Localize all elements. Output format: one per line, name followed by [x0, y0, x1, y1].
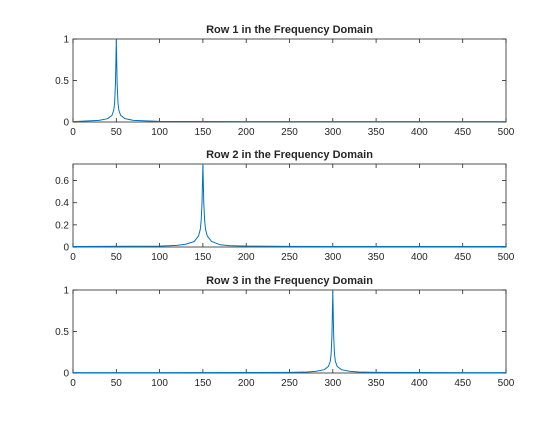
subplot-1-x-tick-label: 0 — [70, 127, 76, 138]
subplot-1-x-tick-label: 500 — [498, 127, 515, 138]
subplot-2-x-tick-label: 250 — [281, 252, 298, 263]
subplot-3-x-tick-label: 150 — [195, 378, 212, 389]
subplot-2-x-tick-label: 50 — [111, 252, 123, 263]
subplot-1-y-tick-label: 0 — [63, 118, 69, 129]
subplot-3: Row 3 in the Frequency Domain 0 50 100 150 20… — [55, 275, 515, 389]
subplot-1-y-tick-label: 1 — [63, 35, 69, 46]
subplot-3-x-tick-label: 300 — [324, 378, 341, 389]
subplot-2-axes-box — [72, 163, 507, 248]
subplot-2-x-tick-label: 350 — [368, 252, 385, 263]
subplot-2: Row 2 in the Frequency Domain 0 50 100 150 20… — [55, 149, 515, 263]
subplot-3-axes-box — [72, 289, 507, 374]
subplot-3-x-tick-label: 250 — [281, 378, 298, 389]
subplot-1-x-tick-label: 100 — [151, 127, 168, 138]
subplot-2-series-line — [72, 163, 506, 247]
subplot-2-x-tick-label: 0 — [70, 252, 76, 263]
subplot-2-x-tick-label: 150 — [195, 252, 212, 263]
subplot-2-x-tick-label: 500 — [498, 252, 515, 263]
subplot-3-y-tick-label: 0.5 — [55, 327, 69, 338]
subplot-2-x-tick-label: 400 — [411, 252, 428, 263]
subplot-3-title: Row 3 in the Frequency Domain — [206, 275, 373, 287]
subplot-1: Row 1 in the Frequency Domain 0 50 100 150 20… — [55, 24, 515, 138]
subplot-3-x-tick-label: 350 — [368, 378, 385, 389]
subplot-1-x-tick-label: 50 — [111, 127, 123, 138]
subplot-3-series-line — [73, 291, 506, 374]
subplot-2-x-tick-label: 200 — [238, 252, 255, 263]
subplot-3-x-tick-label: 400 — [411, 378, 428, 389]
subplot-3-x-tick-label: 100 — [151, 378, 168, 389]
subplot-2-y-tick-label: 0 — [63, 243, 69, 254]
subplot-1-axes-box — [72, 38, 507, 123]
subplot-2-x-tick-label: 450 — [454, 252, 471, 263]
subplot-2-y-tick-label: 0.6 — [55, 176, 69, 187]
subplot-1-x-tick-label: 200 — [238, 127, 255, 138]
subplot-1-title: Row 1 in the Frequency Domain — [206, 24, 373, 36]
subplot-2-x-tick-label: 100 — [151, 252, 168, 263]
subplot-1-x-tick-label: 250 — [281, 127, 298, 138]
subplot-2-title: Row 2 in the Frequency Domain — [206, 149, 373, 161]
subplot-3-x-tick-label: 500 — [498, 378, 515, 389]
subplot-1-x-tick-label: 350 — [368, 127, 385, 138]
subplot-3-x-tick-label: 50 — [111, 378, 123, 389]
subplot-3-x-tick-label: 450 — [454, 378, 471, 389]
subplot-1-y-tick-label: 0.5 — [55, 76, 69, 87]
subplot-1-x-tick-label: 450 — [454, 127, 471, 138]
subplot-1-x-tick-label: 300 — [324, 127, 341, 138]
subplot-3-x-tick-label: 0 — [70, 378, 76, 389]
subplot-3-x-tick-label: 200 — [238, 378, 255, 389]
subplot-1-x-tick-label: 150 — [195, 127, 212, 138]
subplot-1-series-line — [72, 40, 506, 123]
subplot-2-y-tick-label: 0.2 — [55, 220, 69, 231]
subplot-3-y-tick-label: 1 — [63, 286, 69, 297]
subplot-2-y-tick-label: 0.4 — [55, 198, 69, 209]
subplot-2-x-tick-label: 300 — [324, 252, 341, 263]
subplot-1-x-tick-label: 400 — [411, 127, 428, 138]
subplot-3-y-tick-label: 0 — [63, 369, 69, 380]
